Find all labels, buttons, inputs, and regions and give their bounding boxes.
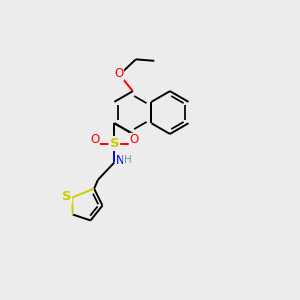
Text: O: O: [114, 67, 124, 80]
Text: S: S: [62, 190, 72, 203]
Text: O: O: [129, 134, 139, 146]
Text: O: O: [90, 134, 99, 146]
Text: S: S: [110, 137, 119, 150]
Text: H: H: [124, 155, 131, 165]
Text: N: N: [116, 154, 125, 166]
